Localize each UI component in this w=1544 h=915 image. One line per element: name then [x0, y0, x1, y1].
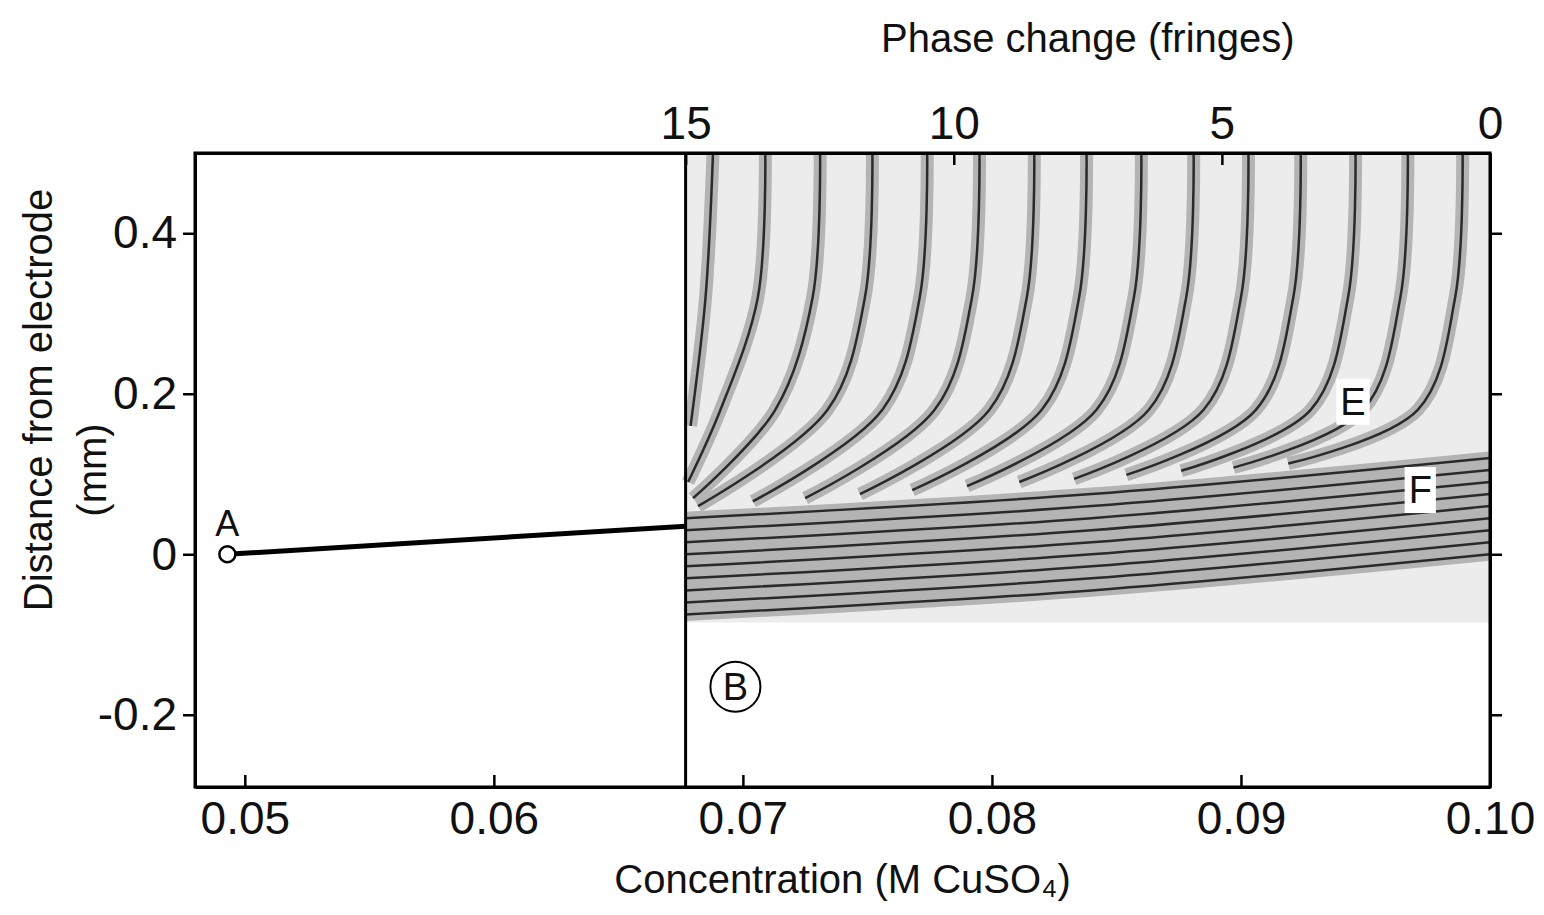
x-axis-tick-mark [1240, 775, 1243, 787]
x-axis-tick-mark [244, 775, 247, 787]
fringe-line [1126, 153, 1300, 475]
x-axis-tick: 0.06 [450, 775, 540, 844]
x-axis-line [196, 786, 1491, 789]
x-axis-tick-mark [742, 775, 745, 787]
y-axis-right-tick [1490, 233, 1502, 234]
x2-axis-tick-label: 15 [661, 97, 712, 149]
x-axis-tick-label: 0.10 [1446, 792, 1536, 844]
fringe-band [1288, 153, 1462, 464]
x2-axis-tick: 0 [1478, 97, 1504, 165]
annotations: A B E F [215, 379, 1436, 712]
fringe-band [698, 153, 872, 506]
annotation-label: E [1340, 381, 1365, 423]
x2-axis-tick-label: 5 [1210, 97, 1236, 149]
y-axis-right-tick [1490, 715, 1502, 716]
x2-axis-tick: 15 [661, 97, 712, 165]
y-axis-title: Distance from electrode [16, 189, 60, 611]
y-axis-tick: 0.2 [113, 367, 195, 419]
fringe-band [691, 153, 713, 426]
fringe-line [1288, 153, 1462, 464]
fringe-band [1233, 153, 1407, 468]
y-axis-tick: -0.2 [98, 688, 195, 740]
annotation-ground [1405, 467, 1436, 513]
x2-axis-tick-label: 10 [929, 97, 980, 149]
x-axis-tick: 0.07 [699, 775, 789, 844]
y-axis-tick: 0 [151, 527, 195, 579]
annotation-ground [1336, 379, 1369, 425]
y-axis-right [1490, 154, 1502, 788]
x2-axis-tick-label: 0 [1478, 97, 1504, 149]
plot-frame [195, 153, 1490, 787]
annotation-label: F [1409, 469, 1432, 511]
annotation-label: B [723, 666, 748, 708]
x-axis-title: Concentration (M CuSO₄) [614, 857, 1070, 901]
y-axis-right-tick-mark [1490, 233, 1502, 236]
x-axis-tick: 0.05 [201, 775, 291, 844]
point-marker [219, 546, 235, 562]
x-axis-tick-mark [991, 775, 994, 787]
fringe-line [686, 554, 1490, 614]
y-axis-tick-mark [183, 714, 195, 717]
y-axis-tick-mark [183, 233, 195, 236]
x-axis-tick-mark [493, 775, 496, 787]
x2-axis-tick-mark [1489, 153, 1492, 165]
fringe-band [753, 153, 927, 501]
fringe-line [1181, 153, 1355, 471]
x-axis: 0.05 0.06 0.07 0.08 0.09 0.10 [196, 775, 1536, 844]
x2-axis-tick: 5 [1210, 97, 1236, 165]
x-axis-tick-label: 0.05 [201, 792, 291, 844]
x-axis-tick-label: 0.09 [1197, 792, 1287, 844]
annotation-ground [719, 664, 752, 710]
y-axis-right-line [1489, 154, 1492, 788]
y-axis-right-tick [1490, 394, 1502, 395]
x2-axis-title: Phase change (fringes) [881, 16, 1295, 60]
x-axis-tick-label: 0.06 [450, 792, 540, 844]
fringe-line [1233, 153, 1407, 468]
fringe-line [753, 153, 927, 501]
x-axis-tick: 0.09 [1197, 775, 1287, 844]
region-boundary [684, 153, 687, 787]
fringe-line [691, 153, 713, 426]
x2-axis-line [196, 152, 1491, 155]
point-label: A [215, 503, 239, 544]
y-axis-tick-label: 0 [151, 527, 177, 579]
y-axis-tick-label: -0.2 [98, 688, 177, 740]
y-axis-right-tick-mark [1490, 714, 1502, 717]
y-axis-right-tick [1490, 554, 1502, 555]
y-axis-tick-mark [183, 554, 195, 557]
x2-axis-tick-mark [685, 153, 688, 165]
fringe-line [693, 153, 820, 498]
profile-line [227, 526, 685, 554]
fringe-line [698, 153, 872, 506]
y-axis-right-tick-mark [1490, 393, 1502, 396]
y-axis-tick-label: 0.4 [113, 206, 177, 258]
y-axis-tick-label: 0.2 [113, 367, 177, 419]
x2-axis-tick: 10 [929, 97, 980, 165]
y-axis-line [194, 154, 197, 788]
y-axis-tick: 0.4 [113, 206, 195, 258]
fringe-band [1126, 153, 1300, 475]
y-axis-tick-mark [183, 393, 195, 396]
annotation-circle [710, 662, 760, 712]
fringe-band [686, 554, 1490, 614]
plot-marks [219, 153, 1490, 787]
fringe-band [1181, 153, 1355, 471]
x2-axis: 15 10 5 0 [196, 97, 1504, 165]
x-axis-tick-label: 0.07 [699, 792, 789, 844]
fringe-band [693, 153, 820, 498]
chart: 0.05 0.06 0.07 0.08 0.09 0.10 -0.2 0 0.2 0.4 15 10 5… [0, 0, 1544, 915]
x-axis-tick-label: 0.08 [948, 792, 1038, 844]
interferogram-region [686, 153, 1490, 622]
y-axis-title: (mm) [70, 423, 114, 516]
x2-axis-tick-mark [1221, 153, 1224, 165]
x2-axis-tick-mark [953, 153, 956, 165]
y-axis-right-tick-mark [1490, 554, 1502, 557]
x-axis-tick: 0.08 [948, 775, 1038, 844]
